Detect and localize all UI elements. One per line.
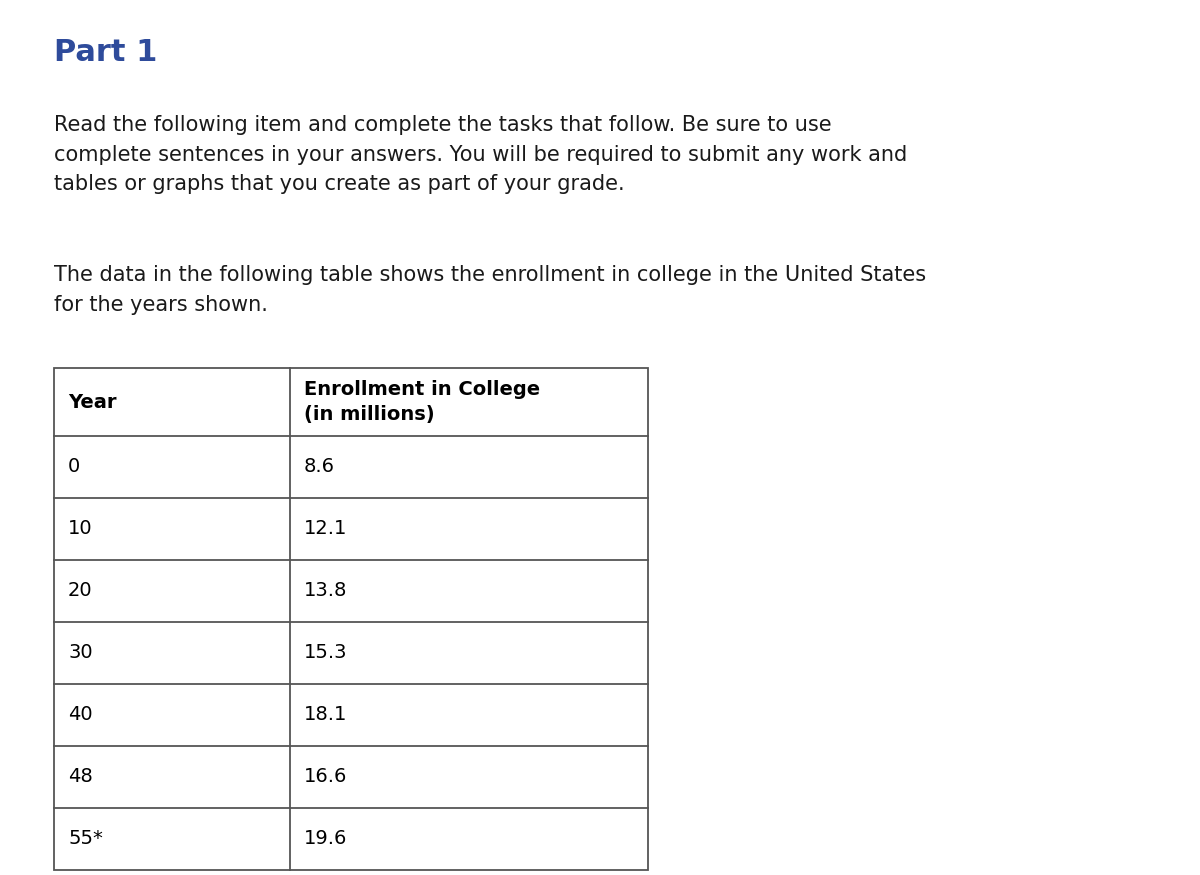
Text: 0: 0 [68,458,80,477]
Text: 48: 48 [68,767,92,787]
Text: 10: 10 [68,520,92,538]
Text: 13.8: 13.8 [304,582,347,600]
Text: Year: Year [68,393,116,411]
Text: 55*: 55* [68,830,103,849]
Text: 19.6: 19.6 [304,830,347,849]
Text: The data in the following table shows the enrollment in college in the United St: The data in the following table shows th… [54,265,926,315]
Text: 16.6: 16.6 [304,767,347,787]
Text: Read the following item and complete the tasks that follow. Be sure to use
compl: Read the following item and complete the… [54,115,907,194]
Text: 15.3: 15.3 [304,643,348,662]
Text: 8.6: 8.6 [304,458,335,477]
Text: 18.1: 18.1 [304,705,347,724]
Text: 40: 40 [68,705,92,724]
Bar [54,368,648,870]
Text: 30: 30 [68,643,92,662]
Text: 20: 20 [68,582,92,600]
Text: 12.1: 12.1 [304,520,347,538]
Text: Enrollment in College
(in millions): Enrollment in College (in millions) [304,381,540,424]
Text: Part 1: Part 1 [54,38,157,67]
